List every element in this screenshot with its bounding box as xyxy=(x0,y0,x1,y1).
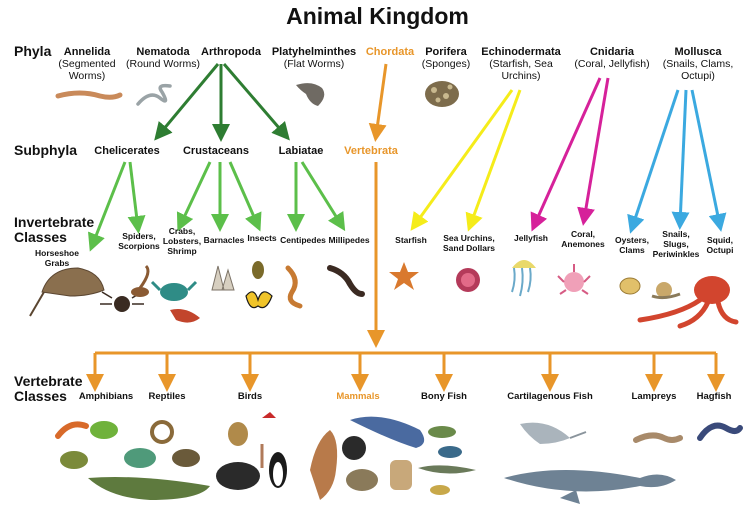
cartilagenous-fish-illustration xyxy=(504,422,676,504)
phylum-annelida-desc: (Segmented Worms) xyxy=(58,58,116,82)
class-oysters-clams: Oysters, Clams xyxy=(614,235,650,255)
class-hagfish: Hagfish xyxy=(696,391,732,402)
phylum-porifera: Porifera xyxy=(425,46,467,58)
flatworm-illustration xyxy=(296,83,325,106)
row-label-phyla: Phyla xyxy=(14,43,52,59)
phylum-nematoda: Nematoda xyxy=(136,46,190,58)
millipede-illustration xyxy=(327,265,365,297)
class-horseshoe-crabs: Horseshoe Grabs xyxy=(35,248,79,268)
subphylum-vertebrata: Vertebrata xyxy=(344,145,398,157)
birds-illustration xyxy=(216,412,287,490)
phylum-chordata: Chordata xyxy=(365,46,415,58)
coral-anemone-illustration xyxy=(557,264,591,295)
snail-illustration xyxy=(651,282,681,300)
phylum-platyhelminthes-desc: (Flat Worms) xyxy=(283,58,345,70)
cnidaria-arrows xyxy=(530,77,610,232)
phylum-mollusca: Mollusca xyxy=(674,46,722,58)
crab-lobster-illustration xyxy=(150,280,200,323)
annelida-worm-illustration xyxy=(55,90,123,100)
arthropoda-arrows xyxy=(154,63,290,142)
class-jellyfish: Jellyfish xyxy=(513,233,549,243)
phylum-porifera-desc: (Sponges) xyxy=(421,58,471,70)
octopus-illustration xyxy=(637,276,739,329)
class-reptiles: Reptiles xyxy=(148,391,186,402)
row-label-subphyla: Subphyla xyxy=(14,142,78,158)
centipede-illustration xyxy=(285,265,303,309)
subphylum-labiatae: Labiatae xyxy=(278,145,324,157)
bony-fish-illustration xyxy=(418,426,476,495)
class-birds: Birds xyxy=(237,391,263,402)
phylum-platyhelminthes: Platyhelminthes xyxy=(271,46,357,58)
reptiles-illustration xyxy=(124,420,200,468)
class-sea-urchins-sand-dollars: Sea Urchins, Sand Dollars xyxy=(443,233,495,253)
subphylum-crustaceans: Crustaceans xyxy=(182,145,250,157)
subphylum-chelicerates: Chelicerates xyxy=(94,145,160,157)
jellyfish-illustration xyxy=(511,260,536,297)
phylum-annelida: Annelida xyxy=(63,46,111,58)
class-starfish: Starfish xyxy=(395,235,427,245)
chordata-arrows xyxy=(86,63,725,392)
horseshoe-crab-illustration xyxy=(29,267,105,317)
phylum-arthropoda: Arthropoda xyxy=(201,46,261,58)
spider-scorpion-illustration xyxy=(100,264,150,312)
starfish-illustration xyxy=(389,262,419,290)
class-crabs-lobsters-shrimp: Crabs, Lobsters, Shrimp xyxy=(162,226,202,256)
row-label-vertebrate-classes: Vertebrate Classes xyxy=(14,373,83,405)
phylum-nematoda-desc: (Round Worms) xyxy=(126,58,200,70)
class-mammals: Mammals xyxy=(336,391,380,402)
barnacles-illustration xyxy=(211,265,235,291)
amphibians-illustration xyxy=(55,421,210,500)
echinodermata-arrows xyxy=(410,89,522,232)
mammals-illustration xyxy=(310,416,425,500)
hagfish-illustration xyxy=(697,422,743,441)
class-lampreys: Lampreys xyxy=(631,391,677,402)
class-bony-fish: Bony Fish xyxy=(421,391,467,402)
phylum-cnidaria: Cnidaria xyxy=(589,46,635,58)
class-coral-anemones: Coral, Anemones xyxy=(561,229,605,249)
phylum-echinodermata-desc: (Starfish, Sea Urchins) xyxy=(489,58,553,82)
oyster-clam-illustration xyxy=(619,277,641,295)
sponge-illustration xyxy=(425,81,459,107)
class-spiders-scorpions: Spiders, Scorpions xyxy=(118,231,160,251)
class-cartilagenous-fish: Cartilagenous Fish xyxy=(507,391,593,402)
phylum-cnidaria-desc: (Coral, Jellyfish) xyxy=(574,58,650,70)
class-millipedes: Millipedes xyxy=(328,235,370,245)
phylum-echinodermata: Echinodermata xyxy=(481,46,561,58)
subphyla-arrows xyxy=(88,161,346,252)
class-snails-slugs-periwinkles: Snails, Slugs, Periwinkles xyxy=(652,229,700,259)
mollusca-arrows xyxy=(627,89,727,234)
page-title: Animal Kingdom xyxy=(286,3,469,29)
insects-illustration xyxy=(245,261,273,309)
phylum-mollusca-desc: (Snails, Clams, Octupi) xyxy=(662,58,734,82)
sea-urchin-illustration xyxy=(456,268,480,292)
class-barnacles: Barnacles xyxy=(203,235,245,245)
class-squid-octupi: Squid, Octupi xyxy=(706,235,734,255)
class-amphibians: Amphibians xyxy=(78,391,134,402)
lampreys-illustration xyxy=(633,432,683,443)
class-centipedes: Centipedes xyxy=(280,235,326,245)
class-insects: Insects xyxy=(247,233,277,243)
nematoda-roundworm-illustration xyxy=(136,83,172,106)
row-label-invertebrate-classes: Invertebrate Classes xyxy=(14,214,95,246)
